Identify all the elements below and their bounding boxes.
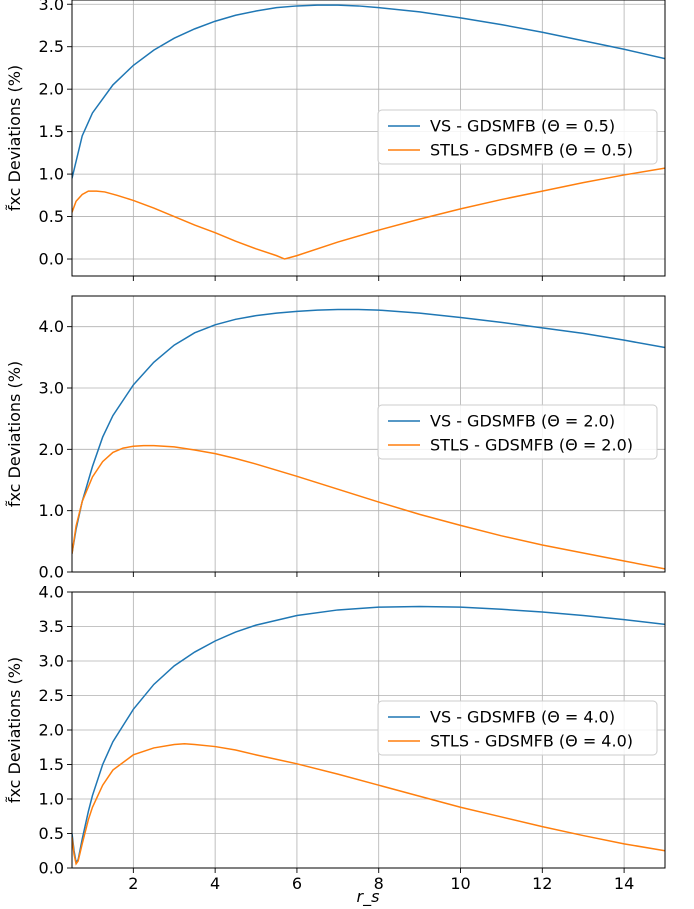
y-tick-label: 0.5	[39, 207, 64, 226]
y-axis-label: f̃xc Deviations (%)	[5, 361, 24, 507]
x-axis-label: r_s	[357, 887, 380, 907]
y-tick-label: 3.0	[39, 0, 64, 14]
legend-label: STLS - GDSMFB (Θ = 4.0)	[430, 732, 633, 751]
series-line	[72, 167, 665, 260]
chart-panel: 0.0 0.5 1.0 1.5 2.0 2.5 3.0 f̃xc Deviations (%)…	[5, 0, 666, 281]
legend-box	[377, 109, 658, 165]
y-tick-label: 0.5	[39, 824, 64, 843]
y-tick-label: 0.0	[39, 563, 64, 582]
y-tick-label: 0.0	[39, 859, 64, 878]
y-tick-label: 2.0	[39, 721, 64, 740]
legend: VS - GDSMFB (Θ = 4.0) STLS - GDSMFB (Θ = …	[377, 700, 658, 756]
chart-panel: 2 4 6 8 10 12 14 0.0 0.5 1.0 1.5 2.0 2.5 3.0 3.5 4.0 f̃x…	[5, 583, 666, 893]
y-tick-label: 2.5	[39, 37, 64, 56]
x-tick-label: 4	[210, 874, 220, 893]
x-tick-label: 6	[292, 874, 302, 893]
axes-frame	[71, 295, 666, 573]
y-tick-label: 1.5	[39, 122, 64, 141]
x-tick-label: 2	[128, 874, 138, 893]
legend-label: VS - GDSMFB (Θ = 4.0)	[430, 708, 615, 727]
x-tick-label: 14	[614, 874, 634, 893]
legend-label: VS - GDSMFB (Θ = 2.0)	[430, 412, 615, 431]
x-tick-label: 12	[532, 874, 552, 893]
y-axis-label: f̃xc Deviations (%)	[5, 65, 24, 211]
series-line	[72, 605, 665, 865]
y-tick-label: 1.0	[39, 165, 64, 184]
y-tick-label: 3.0	[39, 379, 64, 398]
chart-panel: 0.0 1.0 2.0 3.0 4.0 f̃xc Deviations (%) VS - G…	[5, 295, 666, 582]
series-line	[72, 444, 665, 570]
y-tick-label: 4.0	[39, 317, 64, 336]
legend-label: VS - GDSMFB (Θ = 0.5)	[430, 117, 615, 136]
y-tick-label: 2.0	[39, 440, 64, 459]
y-tick-label: 1.0	[39, 790, 64, 809]
y-axis-label: f̃xc Deviations (%)	[5, 657, 24, 803]
y-tick-label: 4.0	[39, 583, 64, 602]
y-tick-label: 3.5	[39, 617, 64, 636]
axes-frame	[71, 0, 666, 277]
legend-label: STLS - GDSMFB (Θ = 0.5)	[430, 141, 633, 160]
y-tick-label: 3.0	[39, 652, 64, 671]
y-tick-label: 1.0	[39, 501, 64, 520]
y-tick-label: 2.5	[39, 686, 64, 705]
axes-frame	[71, 591, 666, 869]
x-tick-label: 8	[374, 874, 384, 893]
legend-label: STLS - GDSMFB (Θ = 2.0)	[430, 436, 633, 455]
legend-box	[377, 700, 658, 756]
legend-box	[377, 404, 658, 460]
y-tick-label: 2.0	[39, 80, 64, 99]
series-line	[72, 308, 665, 554]
y-tick-label: 0.0	[39, 250, 64, 269]
legend: VS - GDSMFB (Θ = 0.5) STLS - GDSMFB (Θ = …	[377, 109, 658, 165]
y-tick-label: 1.5	[39, 755, 64, 774]
x-tick-label: 10	[450, 874, 470, 893]
series-line	[72, 743, 665, 866]
series-line	[72, 4, 665, 179]
legend: VS - GDSMFB (Θ = 2.0) STLS - GDSMFB (Θ = …	[377, 404, 658, 460]
